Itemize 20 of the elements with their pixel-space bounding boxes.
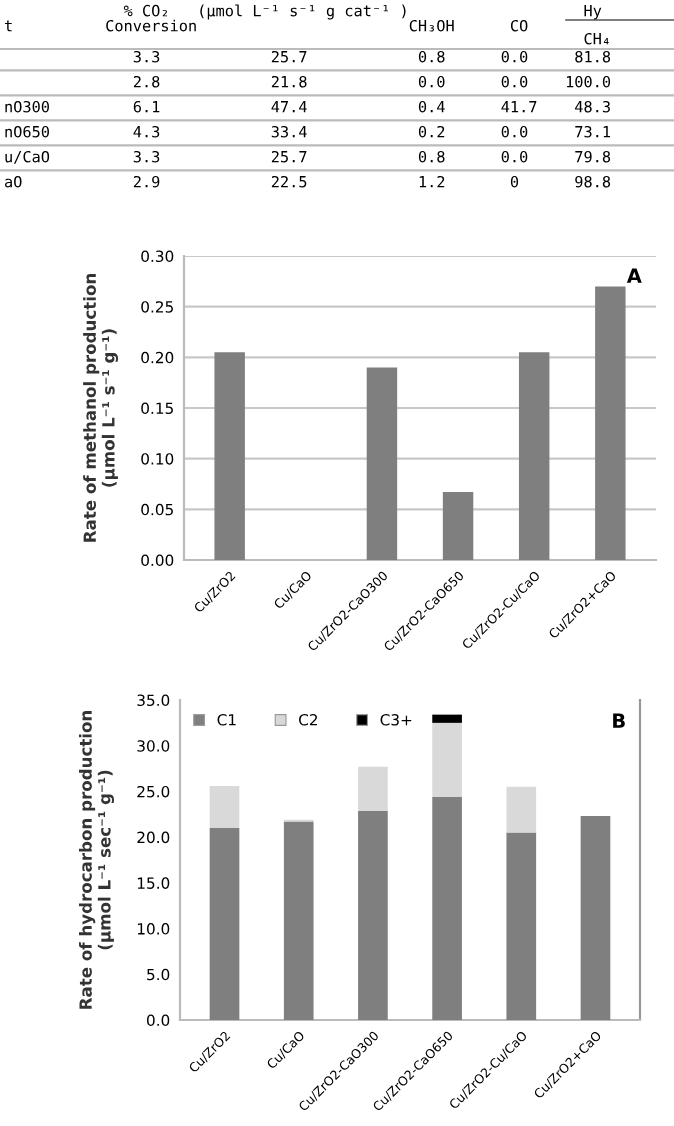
bar (358, 810, 388, 1020)
bar (432, 796, 462, 1020)
bar (209, 785, 240, 828)
bar (214, 352, 245, 560)
bar (595, 286, 626, 560)
bar (518, 352, 550, 560)
annotation: B (613, 713, 625, 728)
bar (358, 766, 388, 811)
bar (432, 722, 462, 797)
bar (506, 832, 537, 1020)
bar (506, 786, 537, 833)
bar (442, 492, 474, 560)
bar (366, 367, 398, 560)
y-axis-title: Rate of methanol production (μmol L⁻¹ s⁻¹ g⁻¹) (83, 274, 119, 542)
bar (580, 816, 611, 1020)
bar (209, 828, 240, 1020)
bar (432, 714, 462, 723)
bar (283, 821, 314, 1020)
annotation: A (626, 268, 642, 283)
y-axis-title: Rate of hydrocarbon production (μmol L⁻¹ sec⁻¹ g⁻¹) (78, 710, 115, 1009)
